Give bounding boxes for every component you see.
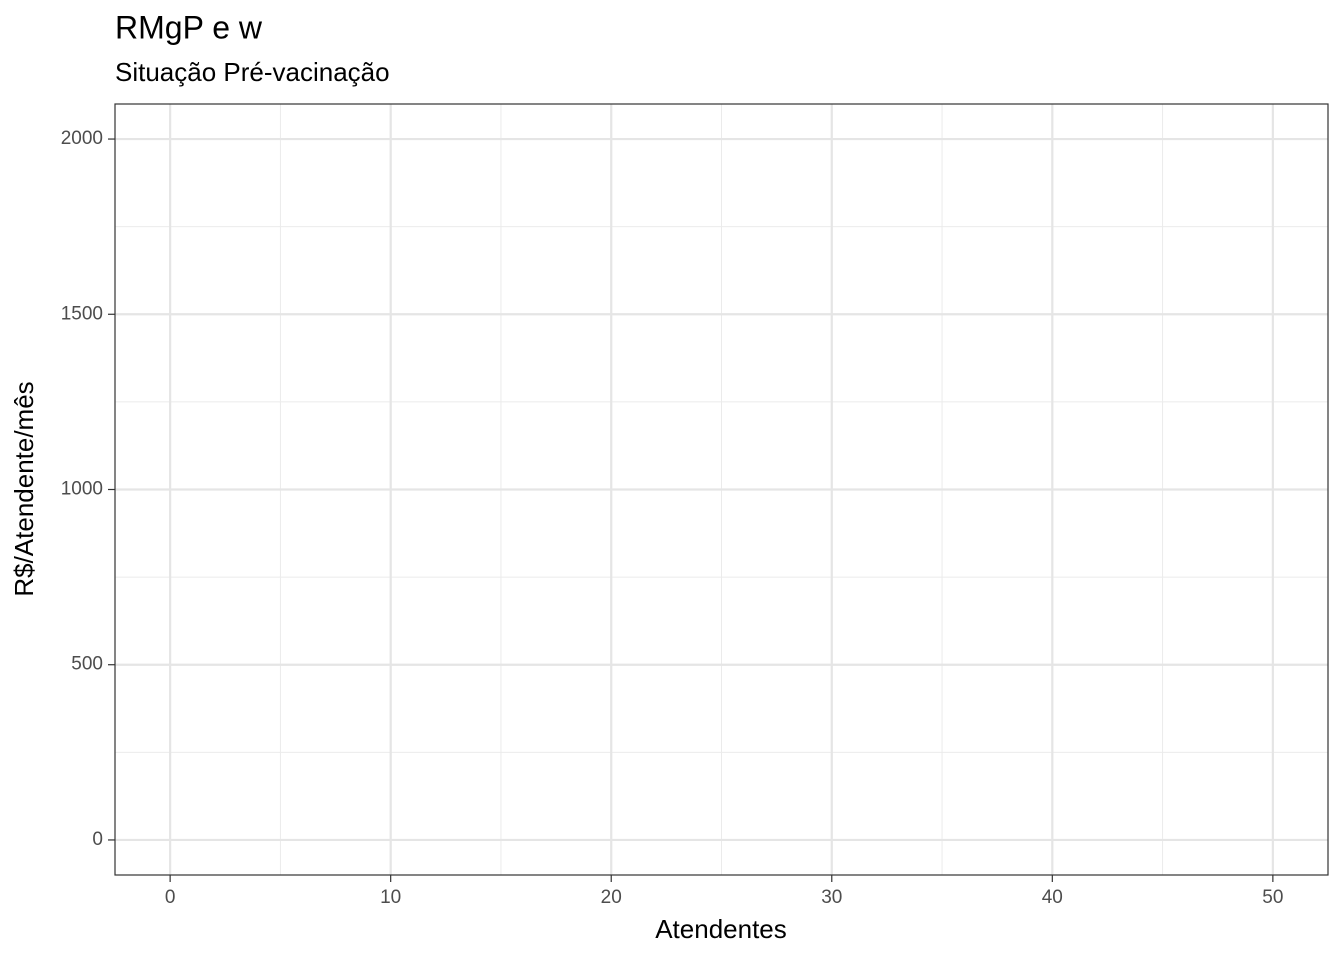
panel-border (114, 103, 1329, 876)
x-tick-label: 30 (821, 887, 842, 908)
y-tick-label: 0 (92, 829, 103, 850)
x-tick-label: 20 (601, 887, 622, 908)
y-tick-label: 2000 (61, 128, 103, 149)
x-tick-label: 40 (1042, 887, 1063, 908)
y-tick-label: 500 (71, 654, 103, 675)
chart-subtitle: Situação Pré-vacinação (115, 57, 390, 87)
chart-title: RMgP e w (115, 9, 263, 45)
x-axis-title: Atendentes (655, 914, 787, 944)
y-tick-label: 1500 (61, 303, 103, 324)
y-tick-label: 1000 (61, 479, 103, 500)
x-tick-label: 50 (1262, 887, 1283, 908)
y-axis-title: R$/Atendente/mês (9, 381, 39, 596)
x-tick-label: 10 (380, 887, 401, 908)
x-tick-label: 0 (165, 887, 176, 908)
